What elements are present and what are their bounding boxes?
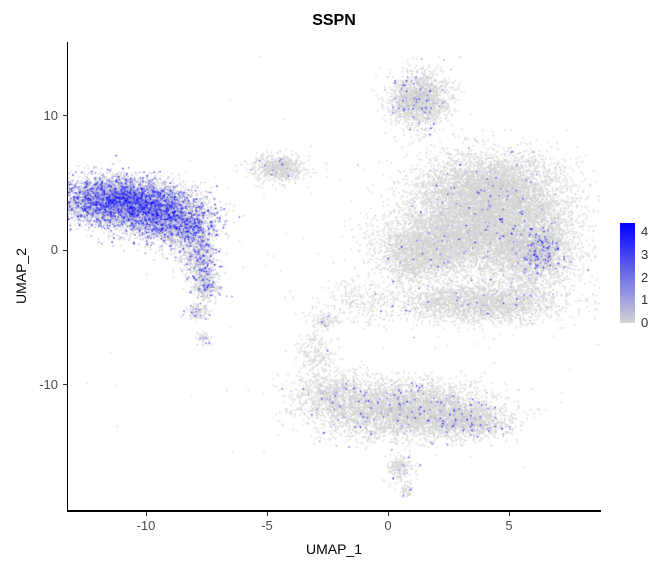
x-tick-label: 0 xyxy=(384,518,392,533)
x-tick-label: -5 xyxy=(261,518,273,533)
y-tick-label: -10 xyxy=(39,376,58,392)
colorbar-legend: 4 3 2 1 0 xyxy=(620,223,672,335)
y-tick-mark xyxy=(62,115,67,116)
scatter-points-canvas xyxy=(68,42,600,510)
x-tick-mark xyxy=(266,511,268,516)
legend-tick-label: 2 xyxy=(641,269,649,285)
legend-tick-label: 4 xyxy=(641,224,649,240)
x-tick-label: 5 xyxy=(505,518,513,533)
x-tick-label: -10 xyxy=(136,518,156,533)
x-tick-mark xyxy=(145,511,147,516)
legend-tick-label: 1 xyxy=(641,292,649,308)
legend-tick-label: 3 xyxy=(641,246,649,262)
x-tick-mark xyxy=(387,511,389,516)
y-tick-mark xyxy=(62,384,67,385)
colorbar-gradient xyxy=(620,223,635,323)
x-axis-title: UMAP_1 xyxy=(305,541,363,557)
y-tick-label: 10 xyxy=(43,107,58,123)
x-axis-line xyxy=(66,510,601,512)
y-axis-line xyxy=(66,42,68,512)
legend-tick-label: 0 xyxy=(641,315,649,330)
plot-title: SSPN xyxy=(312,12,356,29)
y-tick-label: 0 xyxy=(50,242,58,257)
y-tick-mark xyxy=(62,249,67,251)
x-tick-mark xyxy=(508,511,510,516)
